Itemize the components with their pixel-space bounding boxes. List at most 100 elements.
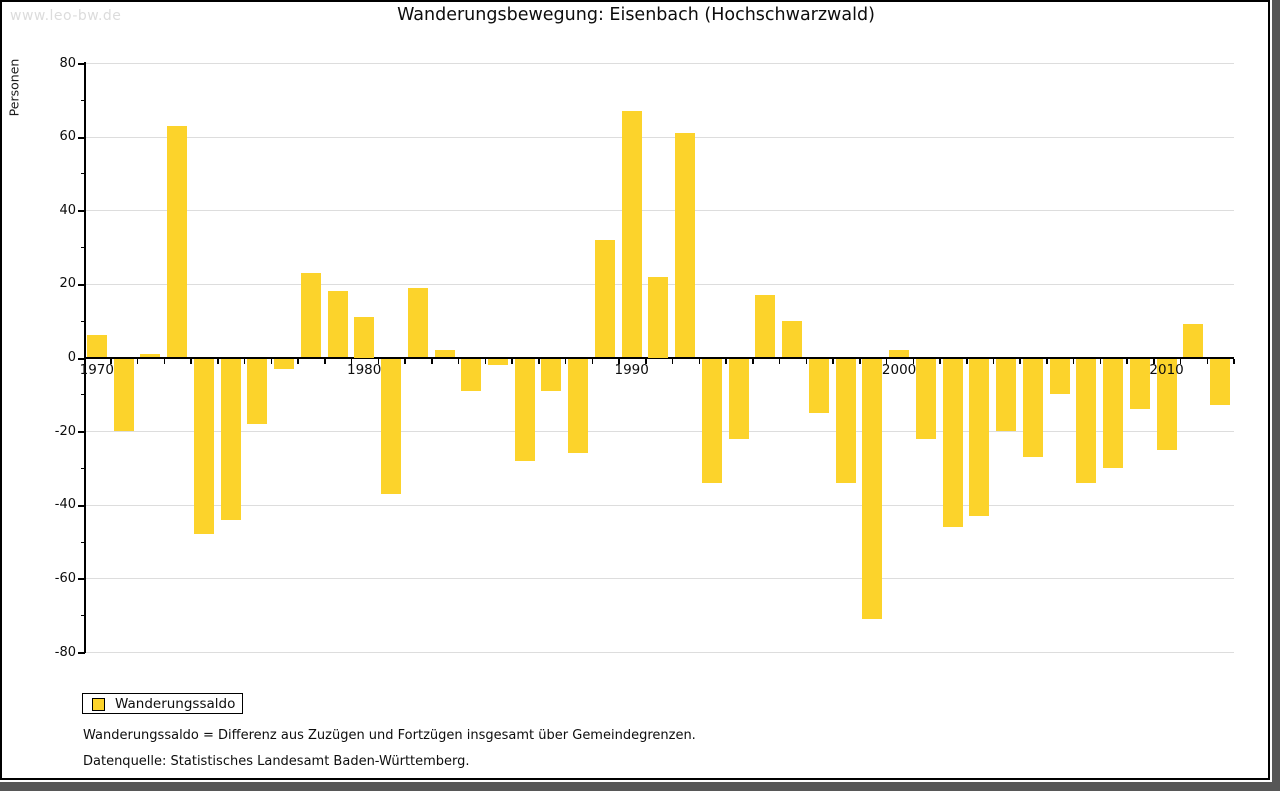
bar-1983 <box>434 350 455 358</box>
y-tick-label-80: 80 <box>59 55 76 71</box>
bar-1992 <box>675 132 696 358</box>
y-major-tick--80 <box>78 652 85 654</box>
x-tick-27 <box>805 358 807 364</box>
page-title: Wanderungsbewegung: Eisenbach (Hochschwa… <box>397 5 875 25</box>
bar-1973 <box>167 125 187 358</box>
x-tick-13 <box>431 358 433 364</box>
footnote-definition: Wanderungssaldo = Differenz aus Zuzügen … <box>83 728 696 743</box>
x-tick-20 <box>618 358 620 364</box>
x-tick-35 <box>1019 358 1021 364</box>
legend: Wanderungssaldo <box>82 693 243 714</box>
footnote-source: Datenquelle: Statistisches Landesamt Bad… <box>83 754 470 769</box>
x-tick-label-1980: 1980 <box>347 361 382 378</box>
x-tick-40 <box>1153 358 1155 364</box>
y-major-tick-20 <box>78 283 85 286</box>
bar-1995 <box>755 294 776 358</box>
bar-1982 <box>407 287 428 358</box>
bar-2002 <box>942 358 963 527</box>
y-major-tick--20 <box>78 431 85 434</box>
y-tick-label-60: 60 <box>59 129 76 145</box>
x-tick-39 <box>1126 358 1128 364</box>
x-tick-34 <box>992 358 995 364</box>
frame-shadow-right <box>1272 0 1280 791</box>
y-major-tick--40 <box>78 504 85 507</box>
legend-swatch <box>92 698 105 711</box>
legend-label: Wanderungssaldo <box>115 696 236 712</box>
gridline--40 <box>86 504 1234 506</box>
x-tick-15 <box>484 358 487 364</box>
y-tick-label-0: 0 <box>67 350 76 365</box>
bar-2009 <box>1129 358 1150 409</box>
bar-1987 <box>541 358 562 391</box>
bar-1993 <box>701 358 722 483</box>
bar-1991 <box>648 276 669 358</box>
bar-1985 <box>488 358 508 365</box>
x-tick-18 <box>564 358 567 364</box>
bar-1984 <box>461 358 482 391</box>
bar-1998 <box>835 358 856 483</box>
x-tick-14 <box>457 358 460 364</box>
y-major-tick--60 <box>78 578 85 581</box>
bar-1976 <box>247 358 268 424</box>
x-tick-37 <box>1072 358 1075 364</box>
y-major-tick-60 <box>78 136 85 139</box>
x-tick-31 <box>912 358 914 364</box>
bar-1996 <box>782 320 803 358</box>
gridline--80 <box>86 652 1234 653</box>
y-tick-label--20: -20 <box>54 423 76 439</box>
bar-1997 <box>808 358 829 413</box>
y-tick-label-40: 40 <box>59 202 76 218</box>
y-tick-label-20: 20 <box>59 276 76 292</box>
bar-2005 <box>1022 358 1043 457</box>
x-tick-19 <box>591 358 593 364</box>
bar-1990 <box>621 110 642 358</box>
y-minor-tick--50 <box>81 541 85 543</box>
bar-2011 <box>1183 324 1204 358</box>
bar-2006 <box>1049 358 1070 395</box>
bar-1986 <box>514 358 535 461</box>
x-tick-43 <box>1233 358 1235 364</box>
x-tick-2 <box>136 358 139 364</box>
gridline-40 <box>86 210 1234 212</box>
y-tick-label--80: -80 <box>54 644 76 660</box>
y-major-tick-0 <box>78 357 85 360</box>
bar-1978 <box>300 272 321 358</box>
x-tick-8 <box>297 358 299 364</box>
x-tick-24 <box>725 358 727 364</box>
x-tick-4 <box>190 358 192 364</box>
y-major-tick-80 <box>78 63 85 65</box>
bar-2008 <box>1103 358 1124 468</box>
bar-1974 <box>193 358 214 535</box>
y-minor-tick-70 <box>81 99 85 101</box>
x-tick-7 <box>270 358 273 364</box>
x-tick-label-2010: 2010 <box>1149 361 1184 378</box>
x-tick-label-1990: 1990 <box>614 361 649 378</box>
bar-1971 <box>113 358 134 432</box>
y-minor-tick-10 <box>81 320 85 322</box>
plot-area: 80 60 40 20 0 -20 -40 -60 -80 1970 1980 1990 2000 201… <box>2 2 1270 780</box>
chart-frame: www.leo-bw.de Wanderungsbewegung: Eisenb… <box>0 0 1270 780</box>
bar-1979 <box>327 291 348 358</box>
y-tick-label--40: -40 <box>54 497 76 513</box>
bar-2000 <box>889 350 910 358</box>
y-minor-tick--70 <box>81 615 85 617</box>
x-tick-10 <box>350 358 353 364</box>
x-tick-3 <box>163 358 166 364</box>
bar-1981 <box>381 358 401 494</box>
y-minor-tick--30 <box>81 467 85 469</box>
x-tick-12 <box>404 358 406 364</box>
y-minor-tick-30 <box>81 247 85 249</box>
y-minor-tick--10 <box>81 394 85 396</box>
x-tick-41 <box>1179 358 1182 364</box>
x-tick-23 <box>698 358 700 364</box>
bar-2007 <box>1076 358 1097 483</box>
x-tick-16 <box>511 358 513 364</box>
x-tick-42 <box>1206 358 1209 364</box>
bar-1970 <box>86 335 107 358</box>
gridline--60 <box>86 578 1234 580</box>
x-tick-26 <box>778 358 781 364</box>
x-tick-21 <box>645 358 647 364</box>
bar-2010 <box>1156 358 1177 450</box>
x-tick-11 <box>377 358 380 364</box>
x-tick-5 <box>217 358 219 364</box>
